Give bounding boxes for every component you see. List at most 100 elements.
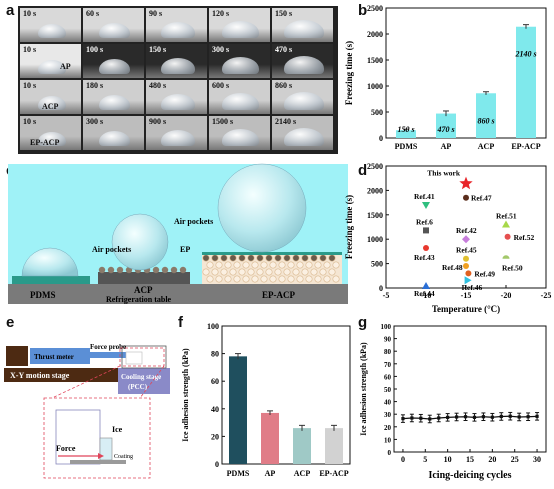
data-point	[463, 415, 468, 419]
particle	[319, 254, 327, 262]
y-tick-label: 40	[384, 399, 392, 407]
stage-left-block	[6, 346, 28, 366]
particle	[314, 275, 322, 283]
time-label: 120 s	[212, 9, 230, 18]
time-label: 10 s	[23, 9, 37, 18]
data-point	[401, 417, 405, 421]
particle	[260, 275, 268, 283]
droplet-photo-tile: 860 s	[272, 80, 333, 114]
droplet-photo-tile: 2140 s	[272, 116, 333, 150]
point-ref-51	[502, 220, 510, 228]
particle	[152, 266, 160, 274]
point-label: Ref.52	[514, 233, 535, 242]
particle	[206, 275, 214, 283]
label-force-probe: Force probe	[90, 343, 126, 351]
label-force: Force	[56, 444, 76, 453]
droplet-photo-tile: 10 s AP	[20, 44, 81, 78]
bar-ep-acp	[325, 428, 343, 464]
sample-label: EP-ACP	[30, 138, 60, 147]
x-axis-label: Temperature (°C)	[432, 304, 500, 314]
particle	[292, 254, 300, 262]
x-tick-label: EP-ACP	[319, 469, 348, 478]
time-label: 100 s	[86, 45, 104, 54]
y-tick-label: 0	[215, 460, 219, 469]
x-tick-label: 30	[533, 455, 541, 464]
droplet-photo-tile: 60 s	[83, 8, 144, 42]
y-axis-label: Ice adhesion strength (kPa)	[359, 342, 368, 436]
y-tick-label: 500	[371, 108, 383, 117]
droplet-image	[99, 23, 130, 38]
droplet-image	[99, 95, 130, 110]
point-ref-52	[504, 233, 511, 240]
particle	[251, 275, 259, 283]
particle	[211, 268, 219, 276]
particle	[98, 266, 106, 274]
panel-label-f: f	[178, 314, 183, 331]
particle	[161, 266, 169, 274]
droplet-photo-tile: 180 s	[83, 80, 144, 114]
plot-frame	[221, 325, 351, 465]
particle	[238, 268, 246, 276]
bar-ap	[261, 412, 279, 464]
panel-label-a: a	[6, 2, 15, 19]
y-tick-label: 80	[211, 350, 219, 359]
droplet-image	[99, 131, 130, 146]
particle	[328, 254, 336, 262]
label-ep-acp: EP-ACP	[262, 290, 295, 300]
zoom-inset	[43, 397, 151, 479]
y-tick-label: 2000	[367, 186, 383, 195]
label-ice: Ice	[112, 425, 123, 434]
x-tick-label: PDMS	[227, 469, 250, 478]
pdms-section	[12, 247, 90, 284]
particle	[274, 254, 282, 262]
y-tick-label: 0	[379, 284, 383, 293]
point-label: Ref.50	[502, 264, 523, 273]
droplet-image	[99, 59, 130, 74]
droplet-photo-tile: 90 s	[146, 8, 207, 42]
droplet-image	[283, 92, 324, 110]
y-tick-label: 20	[211, 432, 219, 441]
point-ref-6	[423, 227, 429, 234]
droplet-image	[283, 20, 324, 38]
x-tick-label: AP	[441, 142, 452, 151]
particle	[278, 261, 286, 269]
particle	[260, 261, 268, 269]
y-tick-label: 60	[211, 377, 219, 386]
coating-layer	[70, 460, 126, 464]
droplet-photo-tile: 120 s	[209, 8, 270, 42]
point-label: Ref.6	[416, 217, 433, 226]
data-point	[454, 415, 459, 419]
particle	[305, 275, 313, 283]
time-label: 150 s	[149, 45, 167, 54]
bar-acp	[293, 428, 311, 464]
droplet-photo-tile: 10 s EP-ACP	[20, 116, 81, 150]
particle	[323, 261, 331, 269]
point-label: Ref.44	[414, 289, 435, 298]
label-coating: Coating	[114, 454, 133, 460]
bar-ep-acp	[516, 26, 536, 138]
x-tick-label: 5	[423, 455, 427, 464]
time-label: 860 s	[275, 81, 293, 90]
particle	[233, 261, 241, 269]
droplet-image	[160, 22, 195, 38]
point-ref-43	[423, 244, 429, 251]
y-tick-label: 1000	[367, 235, 383, 244]
particle	[202, 254, 210, 262]
y-tick-label: 30	[384, 411, 392, 419]
freezing-time-bar-chart: 0 500 1000 1500 2000 2500 150 s PDMS 470 s AP 860 …	[344, 4, 547, 151]
point-label: Ref.41	[414, 192, 435, 201]
label-air-pockets-2: Air pockets	[174, 217, 213, 226]
point-label: This work	[427, 169, 461, 178]
data-point	[526, 415, 530, 419]
freezing-time-vs-temperature-scatter: 0 500 1000 1500 2000 2500 -5 -10 -15 -20 -25 This w…	[344, 162, 552, 314]
particle	[107, 266, 115, 274]
data-point	[517, 415, 521, 419]
y-tick-label: 0	[379, 134, 383, 143]
time-label: 470 s	[275, 45, 293, 54]
particle	[179, 266, 187, 274]
x-tick-label: -25	[541, 291, 552, 300]
x-tick-label: EP-ACP	[511, 142, 540, 151]
point-ref-42	[462, 235, 470, 244]
label-xy-stage: X-Y motion stage	[10, 371, 70, 380]
